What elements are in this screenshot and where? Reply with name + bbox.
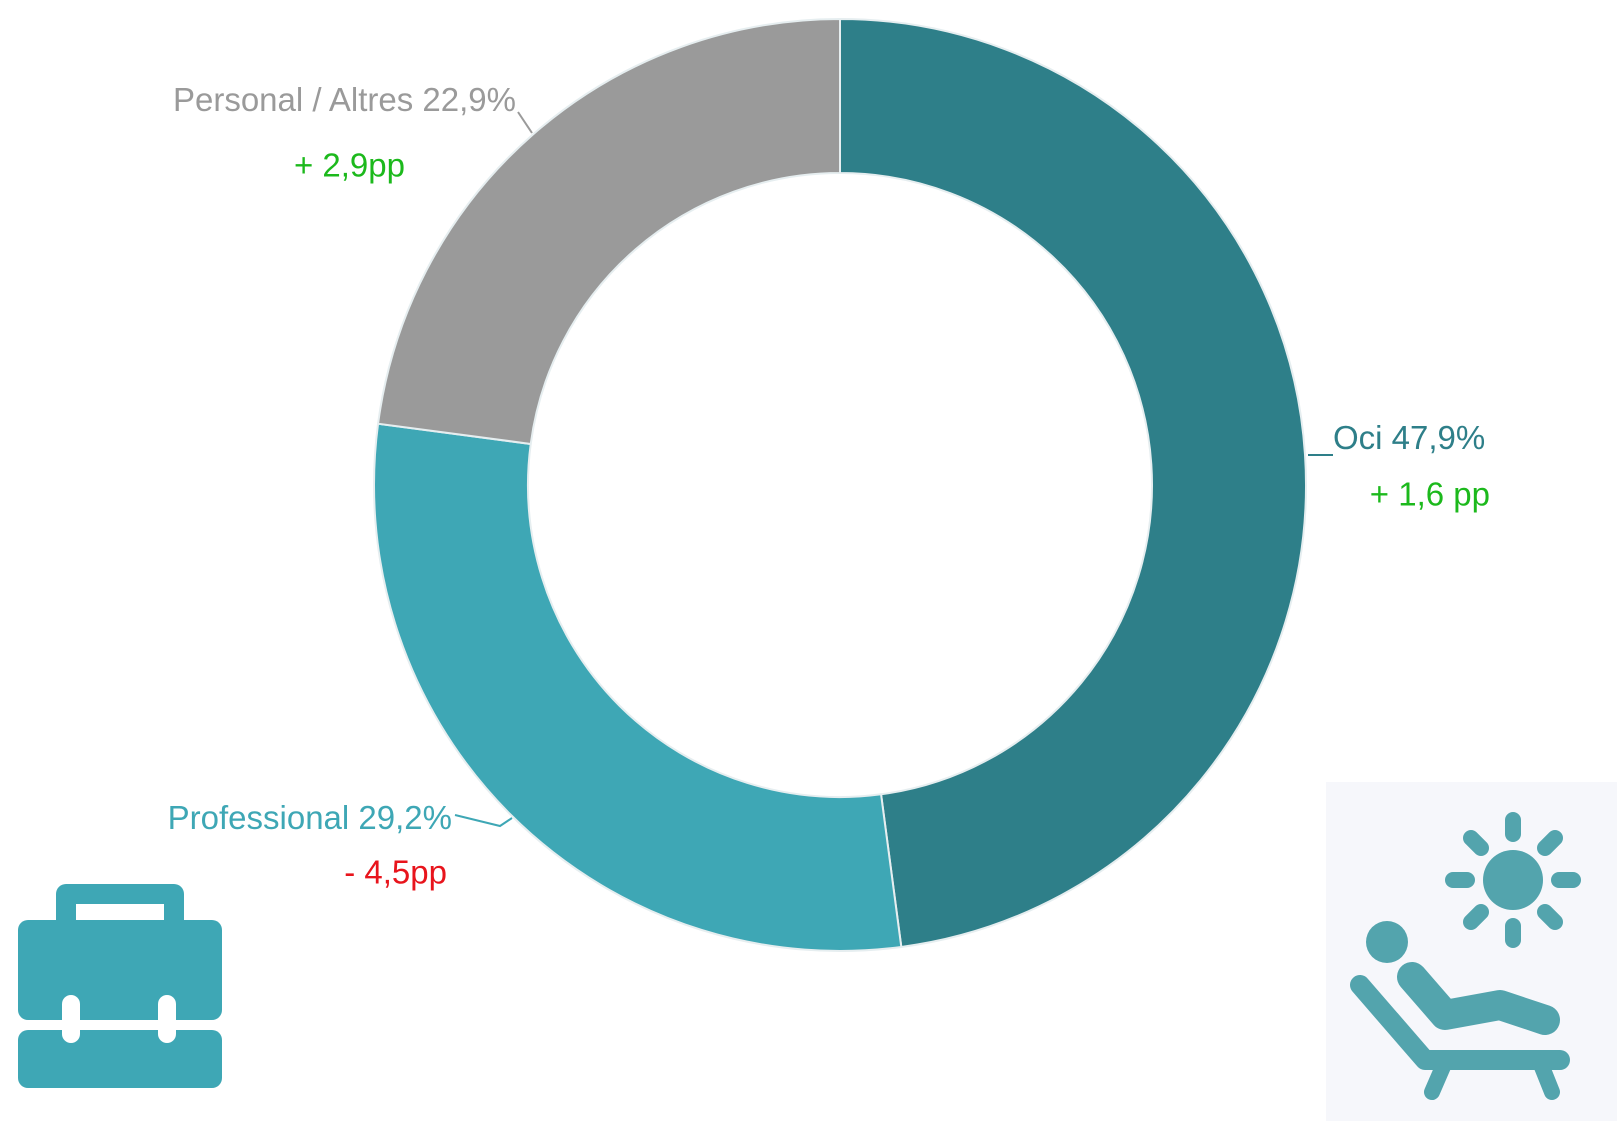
value-label: 22,9%	[422, 81, 516, 118]
value-label: 29,2%	[358, 799, 452, 836]
donut-slice	[373, 422, 903, 952]
change-label: + 1,6 pp	[1370, 476, 1490, 513]
leisure-icon	[1326, 782, 1617, 1121]
slice-label: Oci 47,9%	[1333, 419, 1485, 456]
category-name: Oci	[1333, 419, 1383, 456]
leader-line	[454, 814, 513, 828]
change-label: + 2,9pp	[294, 147, 405, 184]
slice-label: Professional 29,2%	[168, 799, 452, 836]
category-name: Professional	[168, 799, 350, 836]
slice-label: Personal / Altres 22,9%	[173, 81, 516, 118]
value-label: 47,9%	[1392, 419, 1486, 456]
briefcase-icon	[18, 884, 222, 1088]
category-name: Personal / Altres	[173, 81, 413, 118]
donut-slice	[376, 17, 841, 446]
donut-slice	[839, 17, 1307, 949]
leader-line	[517, 111, 533, 134]
change-label: - 4,5pp	[344, 854, 447, 891]
